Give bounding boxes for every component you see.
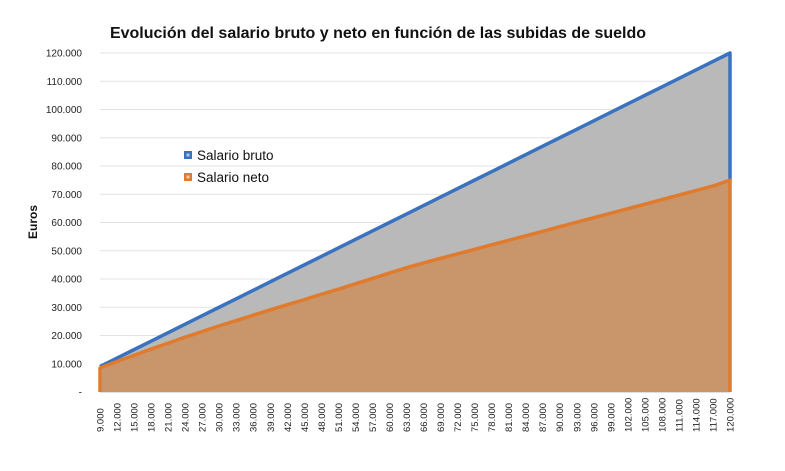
chart-title: Evolución del salario bruto y neto en fu… bbox=[110, 25, 646, 42]
y-tick-label: 80.000 bbox=[51, 162, 82, 173]
x-tick-label: 108.000 bbox=[657, 398, 668, 432]
x-tick-labels: 9.000 12.000 15.000 18.000 21.000 24.000 27.00… bbox=[96, 398, 737, 432]
legend-item: Salario neto bbox=[184, 170, 269, 185]
x-tick-label: 45.000 bbox=[300, 403, 311, 432]
x-tick-label: 63.000 bbox=[402, 403, 413, 432]
x-tick-label: 117.000 bbox=[708, 398, 719, 432]
x-tick-label: 48.000 bbox=[317, 403, 328, 432]
x-tick-label: 42.000 bbox=[283, 403, 294, 432]
series-line-neto bbox=[98, 178, 732, 392]
y-tick-label: 20.000 bbox=[51, 331, 82, 342]
series-line-bruto bbox=[99, 51, 732, 369]
x-tick-label: 105.000 bbox=[640, 398, 651, 432]
x-tick-label: 69.000 bbox=[436, 403, 447, 432]
x-tick-label: 30.000 bbox=[215, 403, 226, 432]
x-tick-label: 57.000 bbox=[368, 403, 379, 432]
x-tick-label: 87.000 bbox=[538, 403, 549, 432]
x-tick-label: 54.000 bbox=[351, 403, 362, 432]
y-tick-labels: - 10.000 20.000 30.000 40.000 50.000 60.000 70.… bbox=[46, 49, 83, 399]
x-tick-label: 72.000 bbox=[453, 403, 464, 432]
x-tick-label: 75.000 bbox=[470, 403, 481, 432]
x-tick-label: 18.000 bbox=[147, 403, 158, 432]
y-tick-label: 70.000 bbox=[51, 190, 82, 201]
x-tick-label: 90.000 bbox=[555, 403, 566, 432]
x-tick-label: 66.000 bbox=[419, 403, 430, 432]
line-layer bbox=[98, 51, 732, 392]
y-tick-label: 10.000 bbox=[51, 359, 82, 370]
x-tick-label: 99.000 bbox=[606, 403, 617, 432]
y-tick-label: 120.000 bbox=[46, 49, 83, 60]
area-neto bbox=[100, 180, 730, 392]
y-tick-label: 90.000 bbox=[51, 133, 82, 144]
y-axis-label: Euros bbox=[26, 205, 40, 239]
x-tick-label: 12.000 bbox=[113, 403, 124, 432]
x-tick-label: 93.000 bbox=[572, 403, 583, 432]
x-tick-label: 33.000 bbox=[232, 403, 243, 432]
x-tick-label: 27.000 bbox=[198, 403, 209, 432]
y-tick-label: 50.000 bbox=[51, 246, 82, 257]
x-tick-label: 84.000 bbox=[521, 403, 532, 432]
x-tick-label: 24.000 bbox=[181, 403, 192, 432]
x-tick-label: 51.000 bbox=[334, 403, 345, 432]
y-tick-label: - bbox=[79, 388, 82, 399]
x-tick-label: 78.000 bbox=[487, 403, 498, 432]
y-tick-label: 40.000 bbox=[51, 275, 82, 286]
x-tick-label: 81.000 bbox=[504, 403, 515, 432]
legend-item: Salario bruto bbox=[184, 148, 274, 163]
x-tick-label: 111.000 bbox=[674, 399, 685, 432]
x-tick-label: 36.000 bbox=[249, 403, 260, 432]
x-tick-label: 15.000 bbox=[130, 403, 141, 432]
x-tick-label: 60.000 bbox=[385, 403, 396, 432]
x-tick-label: 114.000 bbox=[691, 398, 702, 432]
x-tick-label: 102.000 bbox=[623, 398, 634, 432]
y-tick-label: 60.000 bbox=[51, 218, 82, 229]
legend: Salario bruto Salario neto bbox=[184, 148, 274, 185]
y-tick-label: 100.000 bbox=[46, 105, 83, 116]
legend-label: Salario neto bbox=[197, 170, 269, 185]
y-tick-label: 30.000 bbox=[51, 303, 82, 314]
x-tick-label: 120.000 bbox=[726, 398, 737, 432]
x-tick-label: 39.000 bbox=[266, 403, 277, 432]
x-tick-label: 96.000 bbox=[589, 403, 600, 432]
legend-label: Salario bruto bbox=[197, 148, 274, 163]
x-tick-label: 9.000 bbox=[96, 408, 107, 432]
y-tick-label: 110.000 bbox=[47, 77, 83, 88]
x-tick-label: 21.000 bbox=[164, 403, 175, 432]
